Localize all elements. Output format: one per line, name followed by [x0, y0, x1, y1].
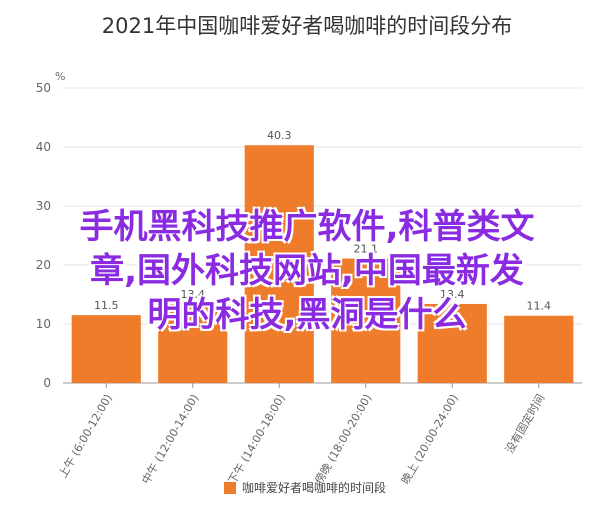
- data-label: 21.1: [354, 243, 379, 256]
- overlay-line-2: 章,国外科技网站,中国最新发: [90, 251, 524, 291]
- legend-swatch: [224, 482, 236, 494]
- x-tick-label: 晚上 (20:00-24:00): [399, 392, 461, 486]
- bar: [331, 258, 401, 383]
- data-label: 11.5: [94, 299, 119, 312]
- overlay-line-1: 手机黑科技推广软件,科普类文: [79, 207, 535, 247]
- bar: [417, 303, 487, 383]
- legend-label: 咖啡爱好者喝咖啡的时间段: [242, 480, 386, 495]
- data-label: 13.4: [181, 288, 206, 301]
- x-tick-label: 傍晚 (18:00-20:00): [311, 392, 374, 487]
- data-label: 13.4: [440, 288, 465, 301]
- y-tick-label: 0: [43, 376, 51, 390]
- chart-title: 2021年中国咖啡爱好者喝咖啡的时间段分布: [102, 14, 512, 38]
- y-tick-label: 20: [36, 258, 51, 272]
- y-tick-label: 10: [36, 317, 51, 331]
- bar: [244, 145, 314, 383]
- x-tick-label: 上午 (6:00-12:00): [56, 392, 114, 480]
- y-tick-label: 30: [36, 199, 51, 213]
- bar: [504, 315, 574, 383]
- bar: [71, 315, 141, 383]
- x-tick-label: 中午 (12:00-14:00): [139, 392, 201, 486]
- data-label: 11.4: [527, 300, 552, 313]
- overlay-text: 手机黑科技推广软件,科普类文 章,国外科技网站,中国最新发 明的科技,黑洞是什么: [0, 205, 614, 337]
- y-axis-unit: %: [55, 70, 65, 83]
- x-tick-label: 下午 (14:00-18:00): [226, 392, 288, 486]
- legend: 咖啡爱好者喝咖啡的时间段: [224, 480, 386, 495]
- y-tick-label: 40: [36, 140, 51, 154]
- data-label: 40.3: [267, 129, 292, 142]
- bar: [158, 303, 228, 383]
- y-tick-label: 50: [36, 81, 51, 95]
- overlay-line-3: 明的科技,黑洞是什么: [147, 295, 467, 335]
- x-tick-label: 没有固定时间: [502, 392, 547, 456]
